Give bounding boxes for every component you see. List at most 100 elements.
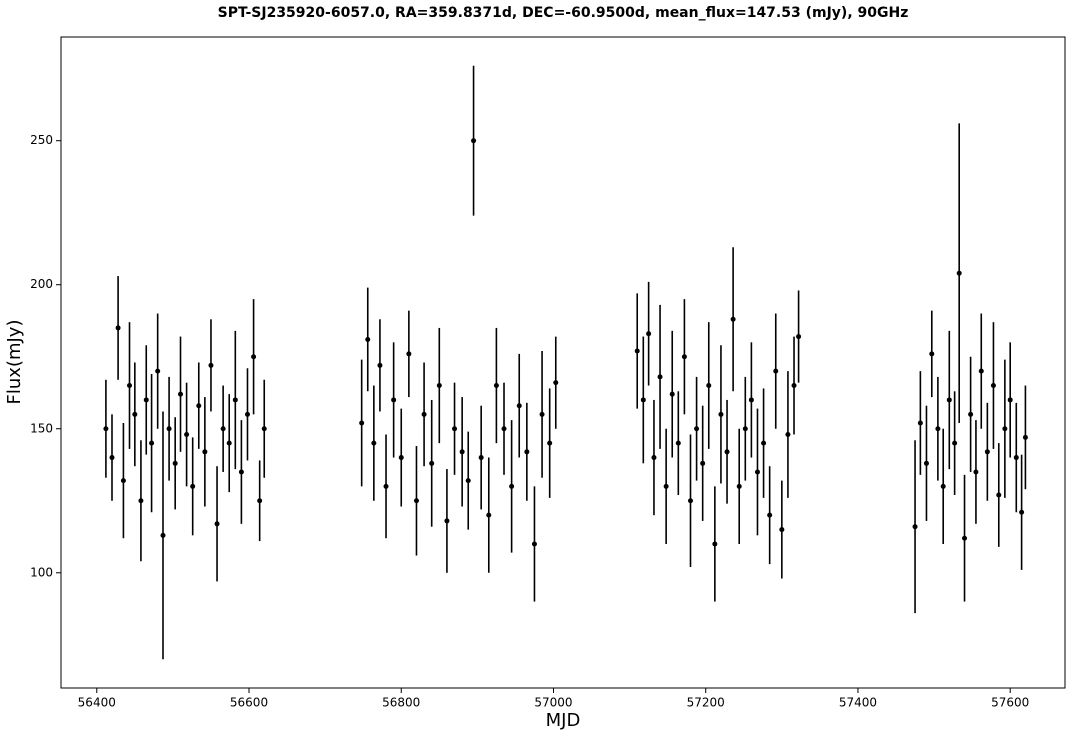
data-point	[516, 403, 522, 409]
data-point	[202, 449, 208, 455]
data-point	[524, 449, 530, 455]
data-point	[493, 383, 499, 389]
data-point	[103, 426, 109, 432]
data-point	[421, 411, 427, 417]
data-point	[109, 455, 115, 461]
data-point	[968, 411, 974, 417]
data-point	[706, 383, 712, 389]
data-point	[767, 512, 773, 518]
data-point	[779, 527, 785, 533]
data-point	[214, 521, 220, 527]
x-tick-label: 57400	[839, 696, 877, 710]
data-point	[990, 383, 996, 389]
data-point	[1013, 455, 1019, 461]
data-point	[1022, 434, 1028, 440]
data-point	[238, 469, 244, 475]
data-point	[261, 426, 267, 432]
data-point	[640, 397, 646, 403]
data-point	[406, 351, 412, 357]
chart-title: SPT-SJ235920-6057.0, RA=359.8371d, DEC=-…	[218, 5, 909, 21]
data-point	[718, 411, 724, 417]
data-point	[509, 483, 515, 489]
data-point	[694, 426, 700, 432]
data-point	[973, 469, 979, 475]
data-point	[724, 449, 730, 455]
data-point	[359, 420, 365, 426]
data-point	[796, 334, 802, 340]
data-point	[184, 432, 190, 438]
data-point	[917, 420, 923, 426]
data-point	[452, 426, 458, 432]
data-point	[761, 440, 767, 446]
data-point	[478, 455, 484, 461]
data-point	[257, 498, 263, 504]
data-point	[946, 397, 952, 403]
data-point	[486, 512, 492, 518]
data-point	[657, 374, 663, 380]
data-point	[398, 455, 404, 461]
data-point	[935, 426, 941, 432]
data-point	[371, 440, 377, 446]
data-point	[1019, 509, 1025, 515]
data-point	[232, 397, 238, 403]
data-point	[956, 270, 962, 276]
data-point	[687, 498, 693, 504]
data-point	[730, 316, 736, 322]
plot-frame	[60, 36, 1066, 689]
data-point	[791, 383, 797, 389]
data-point	[178, 391, 184, 397]
data-point	[465, 478, 471, 484]
data-point	[383, 483, 389, 489]
data-point	[471, 138, 477, 144]
y-tick-label: 250	[30, 133, 53, 147]
data-point	[754, 469, 760, 475]
data-point	[155, 368, 161, 374]
data-point	[226, 440, 232, 446]
data-point	[773, 368, 779, 374]
data-point	[365, 336, 371, 342]
data-point	[539, 411, 545, 417]
data-point	[547, 440, 553, 446]
data-point	[166, 426, 172, 432]
data-point	[912, 524, 918, 530]
data-point	[996, 492, 1002, 498]
x-tick-label: 57600	[991, 696, 1029, 710]
data-point	[978, 368, 984, 374]
data-point	[391, 397, 397, 403]
data-point	[748, 397, 754, 403]
data-point	[160, 532, 166, 538]
data-point	[143, 397, 149, 403]
data-point	[646, 331, 652, 337]
data-point	[377, 362, 383, 368]
data-point	[251, 354, 257, 360]
data-point	[459, 449, 465, 455]
data-point	[501, 426, 507, 432]
data-point	[531, 541, 537, 547]
data-point	[923, 460, 929, 466]
data-point	[132, 411, 138, 417]
data-point	[127, 383, 133, 389]
data-point	[663, 483, 669, 489]
data-point	[444, 518, 450, 524]
data-point	[736, 483, 742, 489]
x-tick-label: 57000	[534, 696, 572, 710]
x-tick-label: 56600	[230, 696, 268, 710]
data-point	[952, 440, 958, 446]
data-point	[675, 440, 681, 446]
y-axis-label: Flux(mJy)	[4, 320, 25, 405]
x-tick-label: 56800	[382, 696, 420, 710]
data-point	[785, 432, 791, 438]
data-point	[208, 362, 214, 368]
data-point	[940, 483, 946, 489]
data-point	[436, 383, 442, 389]
data-point	[962, 535, 968, 541]
data-point	[669, 391, 675, 397]
data-point	[634, 348, 640, 354]
y-tick-label: 100	[30, 565, 53, 579]
data-point	[429, 460, 435, 466]
data-point	[553, 380, 559, 386]
data-point	[190, 483, 196, 489]
data-point	[413, 498, 419, 504]
data-point	[244, 411, 250, 417]
